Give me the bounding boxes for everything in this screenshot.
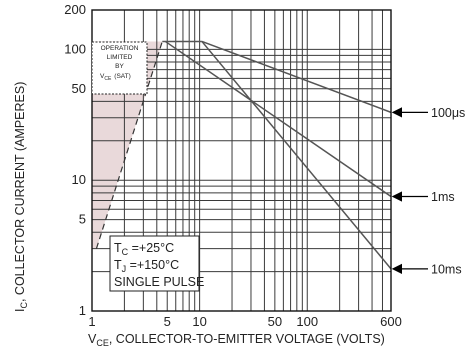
series-lines bbox=[95, 40, 392, 270]
x-tick-label: 1 bbox=[88, 314, 95, 329]
plot-frame bbox=[91, 9, 392, 312]
operation-note-line-1: OPERATION bbox=[101, 45, 139, 52]
x-tick-label: 600 bbox=[380, 314, 402, 329]
y-tick-label: 100 bbox=[64, 41, 86, 56]
operation-note-line-2: LIMITED bbox=[107, 54, 133, 61]
conditions-frame bbox=[109, 235, 200, 292]
single-pulse-label: SINGLE PULSE bbox=[114, 275, 204, 289]
x-tick-label: 5 bbox=[164, 314, 171, 329]
curve-label: 100μs bbox=[431, 106, 465, 120]
x-tick-labels: 1 5 10 50 100 600 bbox=[88, 314, 401, 329]
y-tick-label: 10 bbox=[72, 172, 86, 187]
y-tick-label: 50 bbox=[72, 81, 86, 96]
curve-label: 1ms bbox=[431, 190, 455, 204]
x-axis-title: VCE, COLLECTOR-TO-EMITTER VOLTAGE (VOLTS… bbox=[88, 332, 385, 348]
limit-line bbox=[95, 41, 163, 249]
y-tick-label: 5 bbox=[79, 212, 86, 227]
operation-limited-note: OPERATION LIMITED BY VCE (SAT) bbox=[91, 41, 148, 95]
x-tick-label: 10 bbox=[192, 314, 206, 329]
y-tick-labels: 1 5 10 50 100 200 bbox=[64, 2, 86, 318]
series-line bbox=[164, 40, 392, 198]
series-line bbox=[201, 40, 392, 114]
y-axis-title: IC, COLLECTOR CURRENT (AMPERES) bbox=[13, 82, 29, 312]
junction-temperature: TJ =+150°C bbox=[114, 258, 179, 274]
curve-label: 10ms bbox=[431, 262, 462, 276]
curve-labels: 100μs 1ms 10ms bbox=[391, 106, 465, 276]
y-tick-label: 1 bbox=[79, 303, 86, 318]
conditions-box: TC =+25°C TJ =+150°C SINGLE PULSE bbox=[109, 235, 204, 292]
operation-note-line-3: BY bbox=[115, 63, 124, 70]
operation-note-box bbox=[91, 41, 148, 95]
x-tick-label: 50 bbox=[268, 314, 282, 329]
case-temperature: TC =+25°C bbox=[114, 241, 174, 257]
y-tick-label: 200 bbox=[64, 2, 86, 17]
plot-border bbox=[91, 9, 392, 312]
x-tick-label: 100 bbox=[296, 314, 318, 329]
series-line bbox=[201, 40, 392, 270]
operation-note-line-4: VCE (SAT) bbox=[100, 73, 131, 82]
